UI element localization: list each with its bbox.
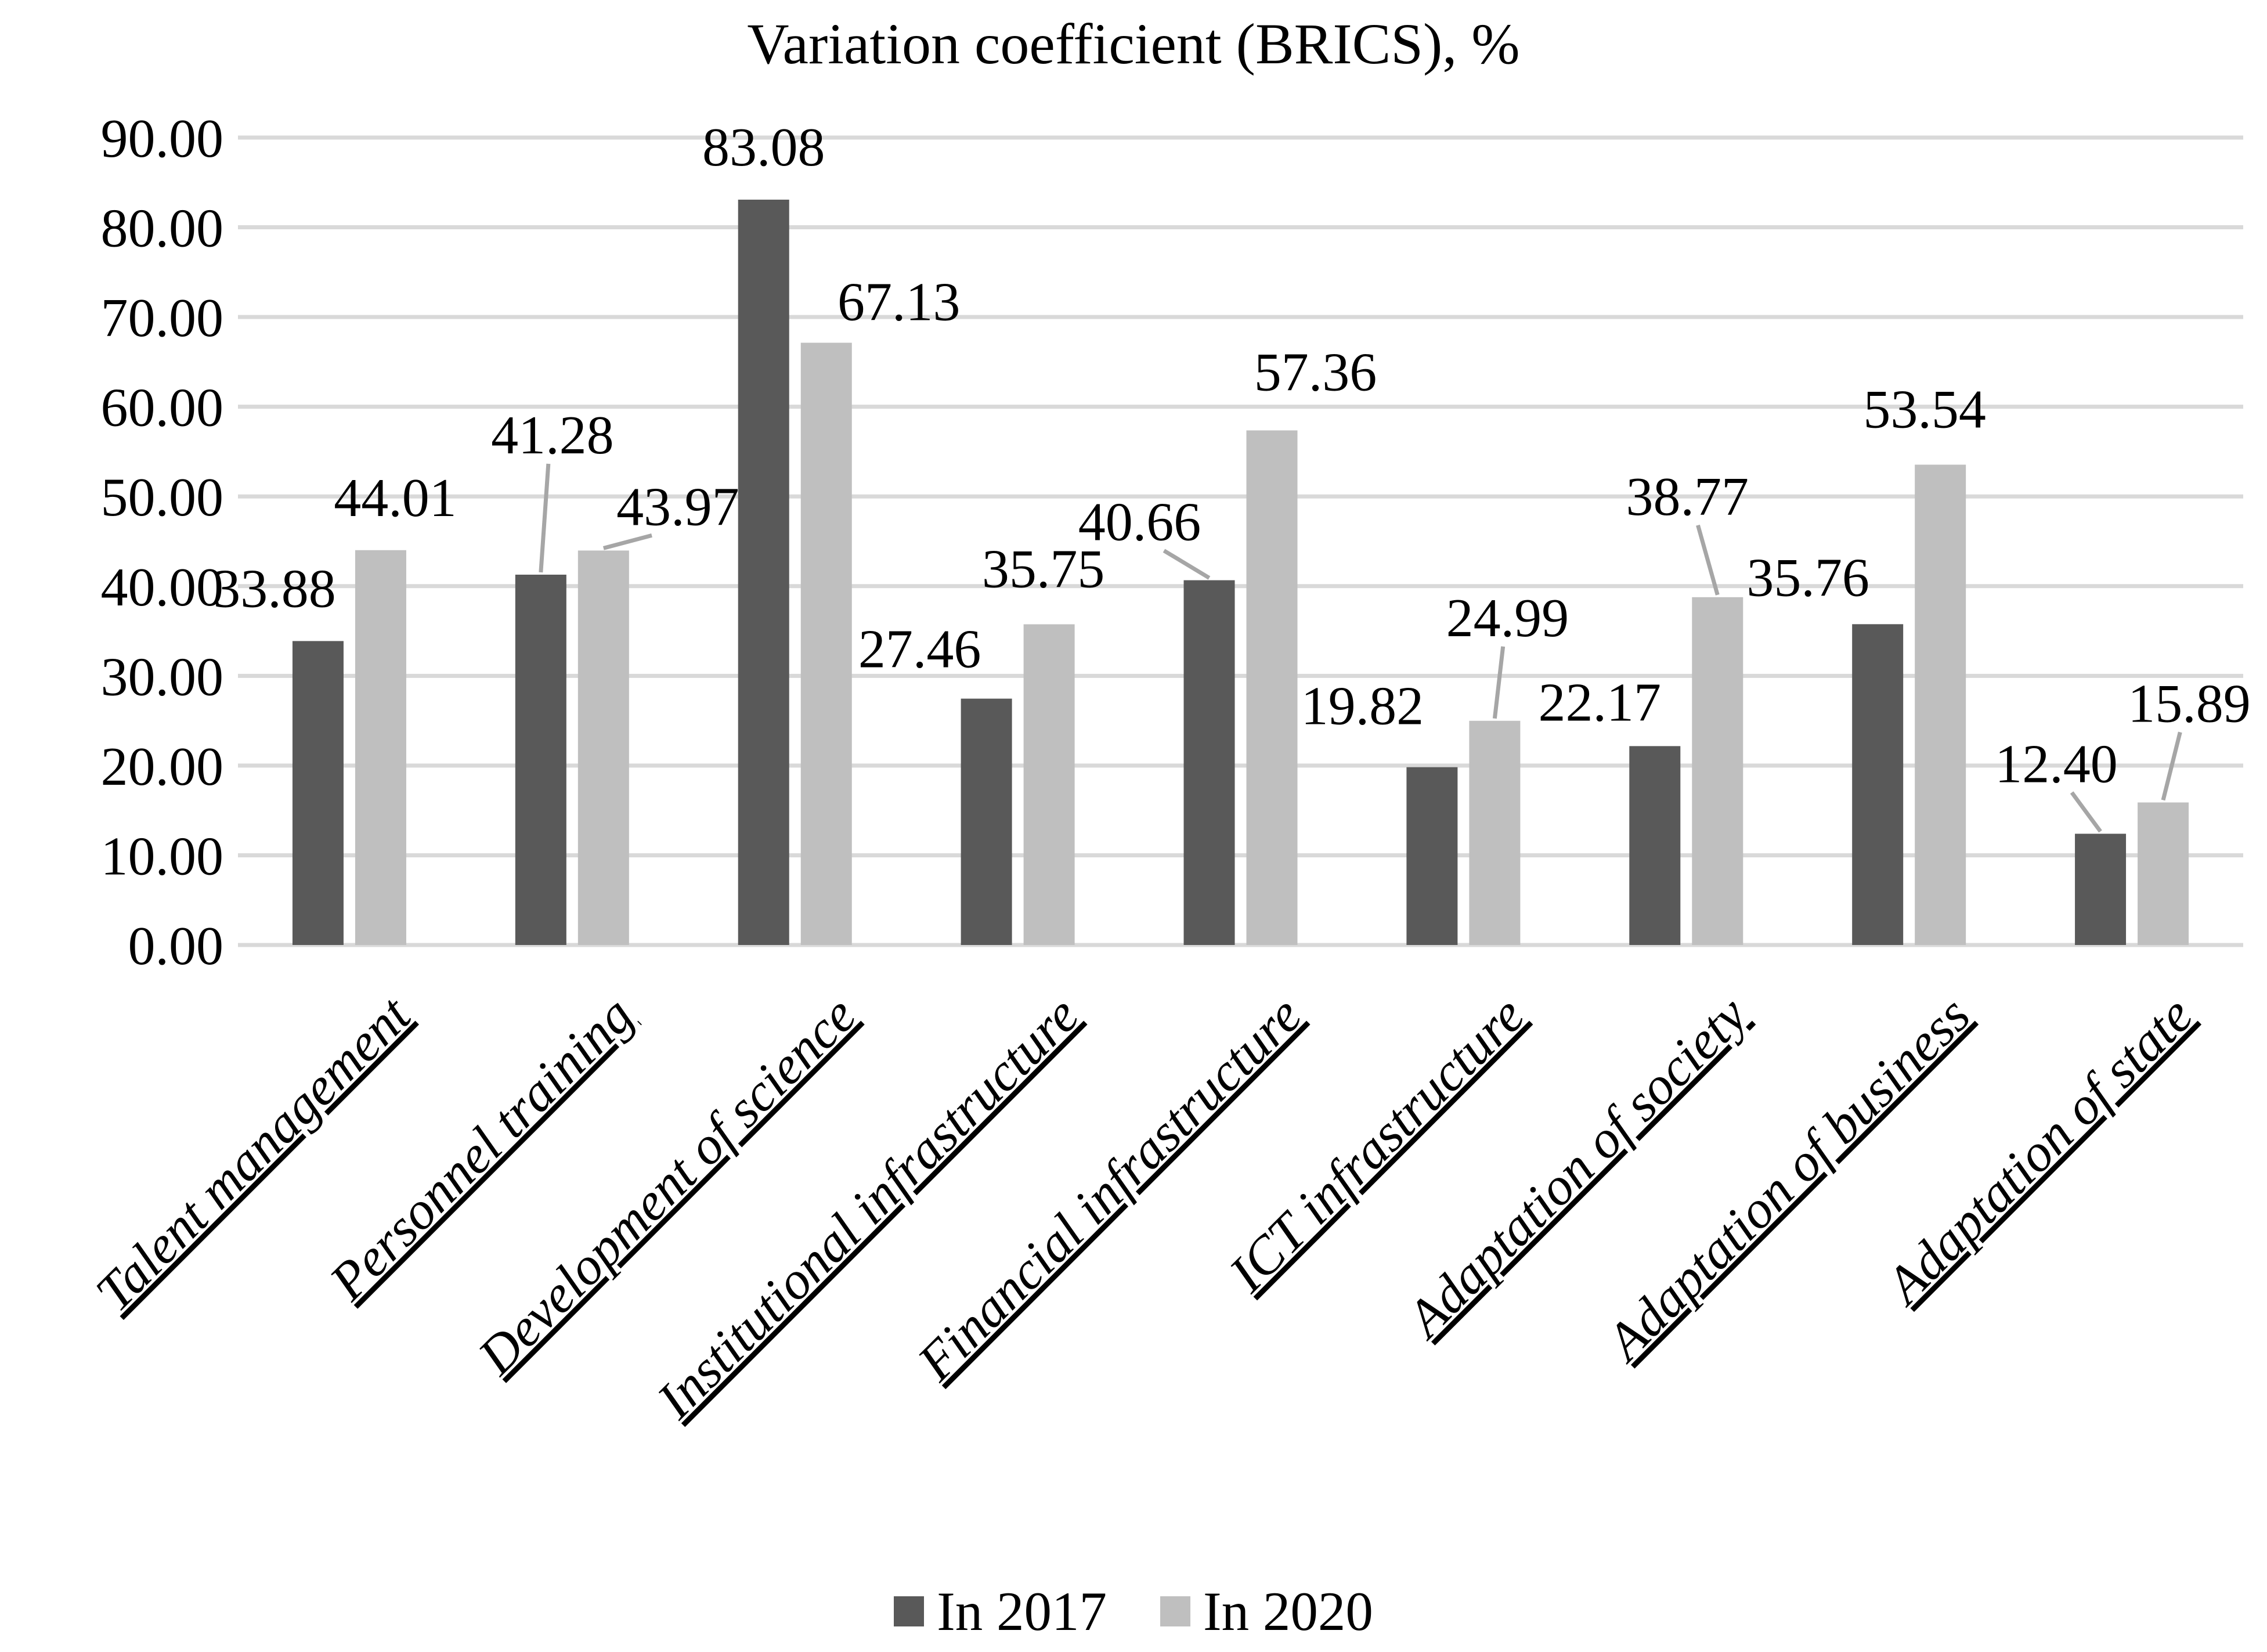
data-label-in-2020-adaptation-of-state: 15.89 bbox=[2128, 673, 2251, 734]
data-label-in-2017-adaptation-of-business: 35.76 bbox=[1746, 547, 1869, 608]
bar-in-2020-adaptation-of-society bbox=[1692, 597, 1743, 945]
data-label-in-2020-adaptation-of-business: 53.54 bbox=[1863, 380, 1986, 440]
legend-label-in-2020: In 2020 bbox=[1203, 1580, 1373, 1642]
data-label-in-2020-development-of-science: 67.13 bbox=[838, 272, 961, 332]
leader-line-in-2020-adaptation-of-state bbox=[2161, 731, 2182, 801]
leader-line-in-2020-personnel-training bbox=[602, 533, 652, 550]
category-label-financial-infrastructure: Financial infrastructure bbox=[906, 985, 1313, 1392]
data-label-in-2020-institutional-infrastructure: 35.75 bbox=[982, 539, 1105, 599]
data-label-in-2017-ict-infrastructure: 19.82 bbox=[1301, 676, 1424, 737]
bar-in-2017-institutional-infrastructure bbox=[961, 698, 1012, 945]
y-tick-label-50.00: 50.00 bbox=[101, 467, 224, 528]
bar-in-2020-development-of-science bbox=[800, 342, 852, 946]
data-label-in-2017-institutional-infrastructure: 27.46 bbox=[858, 619, 981, 680]
data-label-in-2017-personnel-training: 41.28 bbox=[491, 405, 614, 466]
category-label-development-of-science: Development of science bbox=[466, 985, 867, 1386]
bar-in-2020-adaptation-of-business bbox=[1915, 464, 1966, 945]
bar-in-2017-development-of-science bbox=[738, 199, 789, 946]
category-label-institutional-infrastructure: Institutional infrastructure bbox=[645, 985, 1090, 1430]
y-tick-label-60.00: 60.00 bbox=[101, 378, 224, 438]
bar-in-2020-ict-infrastructure bbox=[1469, 720, 1521, 945]
bar-in-2020-adaptation-of-state bbox=[2138, 802, 2189, 945]
legend-swatch-in-2017 bbox=[894, 1596, 925, 1626]
data-label-in-2020-personnel-training: 43.97 bbox=[616, 477, 739, 537]
bar-in-2020-personnel-training bbox=[577, 550, 629, 945]
bar-in-2017-financial-infrastructure bbox=[1183, 580, 1235, 945]
y-tick-label-10.00: 10.00 bbox=[101, 826, 224, 886]
category-label-adaptation-of-business: Adaptation of business bbox=[1593, 985, 1981, 1373]
data-label-in-2017-adaptation-of-state: 12.40 bbox=[1995, 734, 2118, 794]
bar-in-2017-adaptation-of-society bbox=[1629, 746, 1681, 945]
bar-in-2020-financial-infrastructure bbox=[1246, 430, 1298, 945]
legend-item-in-2020: In 2020 bbox=[1160, 1584, 1373, 1639]
data-label-in-2017-adaptation-of-society: 22.17 bbox=[1539, 672, 1662, 733]
bar-in-2017-talent-management bbox=[292, 641, 344, 945]
bar-in-2017-ict-infrastructure bbox=[1406, 767, 1458, 945]
data-label-in-2020-financial-infrastructure: 57.36 bbox=[1254, 342, 1377, 402]
y-tick-label-70.00: 70.00 bbox=[101, 288, 224, 348]
y-tick-label-0.00: 0.00 bbox=[128, 916, 224, 976]
bar-in-2017-adaptation-of-state bbox=[2075, 834, 2127, 945]
chart-legend: In 2017 In 2020 bbox=[0, 1571, 2267, 1652]
legend-label-in-2017: In 2017 bbox=[937, 1580, 1107, 1642]
y-tick-label-40.00: 40.00 bbox=[101, 557, 224, 618]
bar-in-2017-adaptation-of-business bbox=[1852, 624, 1904, 945]
data-label-in-2017-talent-management: 33.88 bbox=[213, 558, 336, 619]
bar-in-2017-personnel-training bbox=[515, 574, 566, 945]
data-label-in-2020-adaptation-of-society: 38.77 bbox=[1626, 467, 1749, 527]
leader-line-in-2017-financial-infrastructure bbox=[1163, 549, 1211, 580]
y-tick-label-20.00: 20.00 bbox=[101, 737, 224, 797]
data-label-in-2017-development-of-science: 83.08 bbox=[702, 117, 825, 178]
data-label-in-2020-talent-management: 44.01 bbox=[334, 468, 457, 528]
bar-in-2020-institutional-infrastructure bbox=[1023, 624, 1075, 945]
legend-item-in-2017: In 2017 bbox=[894, 1584, 1107, 1639]
data-label-in-2020-ict-infrastructure: 24.99 bbox=[1446, 588, 1569, 648]
y-tick-label-90.00: 90.00 bbox=[101, 109, 224, 169]
y-tick-label-80.00: 80.00 bbox=[101, 199, 224, 259]
legend-swatch-in-2020 bbox=[1160, 1596, 1190, 1626]
data-label-in-2017-financial-infrastructure: 40.66 bbox=[1078, 492, 1201, 553]
bar-in-2020-talent-management bbox=[355, 550, 406, 945]
chart-title: Variation coefficient (BRICS), % bbox=[747, 12, 1520, 76]
leader-line-in-2020-adaptation-of-society bbox=[1696, 524, 1720, 596]
y-tick-label-30.00: 30.00 bbox=[101, 647, 224, 707]
leader-line-in-2017-personnel-training bbox=[539, 463, 551, 573]
leader-line-in-2017-adaptation-of-state bbox=[2070, 791, 2102, 833]
leader-line-in-2020-ict-infrastructure bbox=[1492, 646, 1506, 719]
